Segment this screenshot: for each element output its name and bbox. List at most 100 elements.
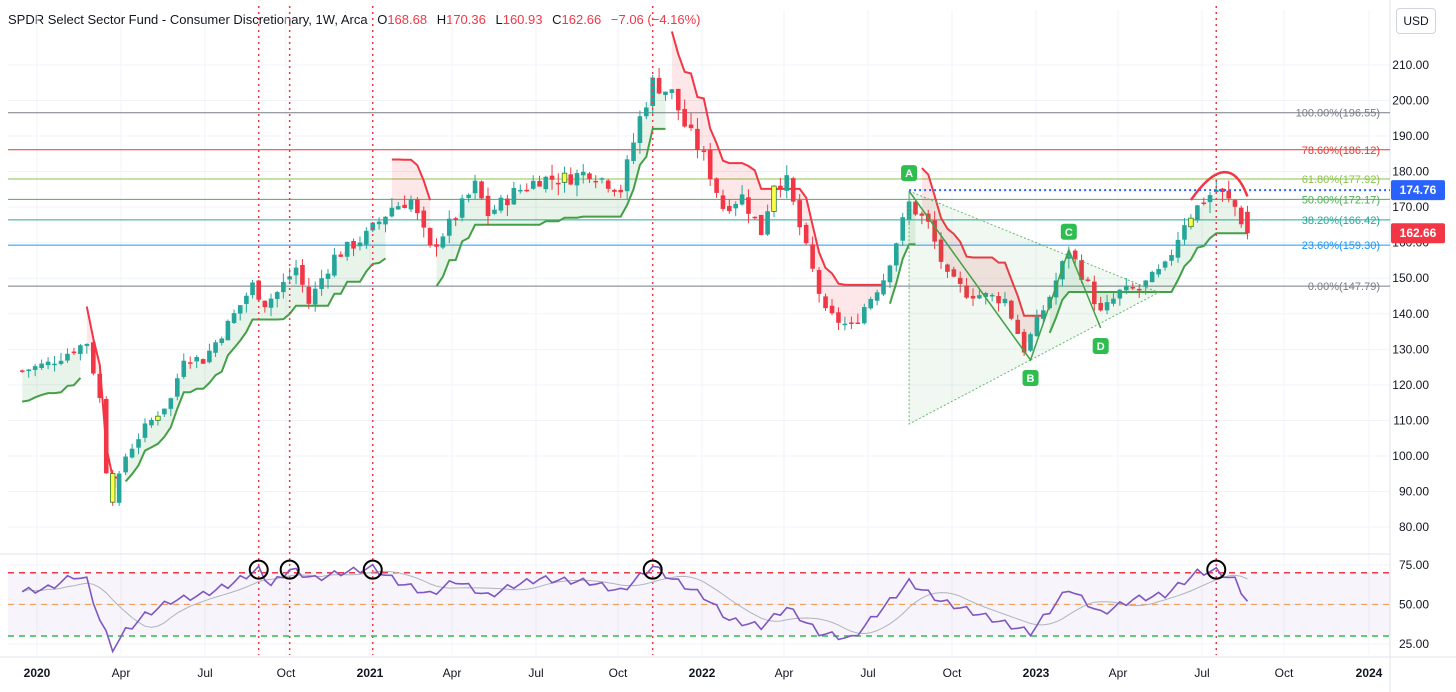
supertrend-fill-up [436,85,666,287]
candle [71,347,77,356]
candle-body [155,415,161,421]
candle [518,184,523,194]
fib-label: 78.60%(186.12) [1302,145,1380,157]
candle-body [543,176,549,190]
candle-body [631,142,636,161]
candle-body [842,323,848,326]
candle-body [663,91,668,95]
time-axis-label: Oct [943,666,962,680]
candle [568,167,574,186]
candle [823,293,828,311]
candle [136,433,141,455]
candle-body [136,439,141,448]
candle [587,172,592,184]
pattern-point-b-badge [1022,370,1039,386]
candle [637,110,643,154]
candle-body [103,398,109,474]
candle [739,185,745,206]
candle [599,177,605,184]
candle [1182,217,1187,246]
candle [459,194,465,222]
candle-body [688,124,694,129]
candle-body [605,180,611,189]
candle [900,212,905,246]
candle-body [803,224,809,244]
open-value: 168.68 [387,12,428,27]
candle-body [78,345,83,354]
candle-body [977,295,982,299]
candle [492,204,497,215]
candle-body [250,282,255,296]
price-axis-label: 200.00 [1392,93,1429,107]
currency-button[interactable]: USD [1396,8,1436,34]
time-axis-label: Jul [860,666,875,680]
candle-body [505,198,510,206]
chart-header: SPDR Select Sector Fund - Consumer Discr… [8,12,701,27]
candle [187,356,193,369]
candle [605,178,611,193]
time-axis-label: 2020 [24,666,51,680]
candle [913,200,918,216]
candle-body [149,419,154,426]
candle [453,216,458,227]
candle [675,88,681,121]
candle-body [162,408,167,415]
time-axis-label: 2024 [1356,666,1383,680]
candle [1156,264,1161,278]
rsi-ma-line [22,570,1248,635]
time-axis-label: Apr [443,666,462,680]
candle-body [116,473,122,503]
candle [332,247,337,278]
candle [312,281,318,312]
candle [714,177,719,198]
candle-body [306,286,312,304]
candle [1238,205,1244,228]
candle-body [123,456,128,473]
candle-body [913,201,918,215]
candle [849,316,854,330]
candle-body [231,313,237,323]
candle [1117,288,1123,306]
candle-body [485,195,491,217]
candle-body [537,180,542,187]
candle-body [790,178,796,202]
candle-body [983,292,989,297]
candle [989,293,995,302]
rsi-line [21,563,1249,654]
candle-body [65,353,70,361]
candle-body [281,282,286,293]
candle [319,269,324,296]
time-axis: 2020 Apr Jul Oct 2021 Apr Jul Oct 2022 Apr Jul Oct 2… [24,666,1383,680]
candle-body [344,241,350,257]
candle-body [964,285,969,298]
candle-body [1047,296,1052,309]
candle [663,91,668,101]
candle-body [618,189,624,193]
rsi-band [8,572,1390,637]
candle-body [440,236,446,248]
candle-body [568,174,574,185]
candle-body [855,322,861,325]
candle-body [887,265,893,283]
candle-body [862,307,867,324]
candle [32,363,38,377]
candle [682,99,687,128]
candle-body [1015,319,1021,334]
candle-body [1136,288,1142,291]
candle [862,303,867,325]
candle-body [829,305,835,314]
candle-body [427,228,433,246]
supertrend-fill-up [22,349,81,402]
candle-body [797,200,802,228]
candle [1092,275,1097,311]
candle [919,211,925,225]
candle [1207,192,1213,214]
candle [26,368,31,378]
candle-body [312,288,318,305]
harmonic-pattern: A B C D [901,165,1390,425]
candle [1130,282,1136,291]
time-axis-label: 2021 [357,666,384,680]
symbol-title: SPDR Select Sector Fund - Consumer Discr… [8,12,368,27]
candle-body [91,342,96,374]
